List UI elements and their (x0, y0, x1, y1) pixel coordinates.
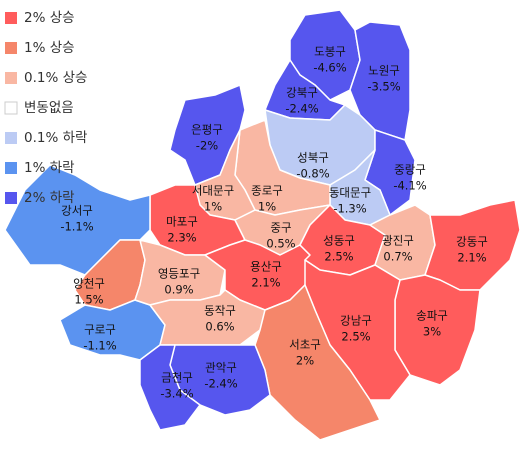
district-shape (139, 344, 201, 431)
district-name: 마포구 (166, 215, 198, 229)
district-shape (4, 164, 151, 276)
legend-swatch (5, 132, 17, 144)
district-value: 0.6% (205, 320, 234, 334)
district-value: -2% (196, 139, 218, 153)
district-value: 1% (204, 200, 222, 214)
legend-label: 2% 하락 (24, 190, 75, 206)
district-value: 1% (258, 200, 276, 214)
district-value: 0.9% (164, 283, 193, 297)
district-value: -4.6% (313, 61, 346, 75)
district-value: 2.5% (324, 250, 353, 264)
legend-label: 1% 상승 (24, 40, 75, 56)
district-value: -0.8% (296, 167, 329, 181)
district-name: 서대문구 (192, 184, 234, 198)
district-name: 동대문구 (329, 186, 371, 200)
district-name: 동작구 (204, 304, 236, 318)
legend-label: 2% 상승 (24, 10, 75, 26)
legend-label: 0.1% 하락 (24, 130, 87, 146)
legend-swatch (5, 72, 17, 84)
district-value: 0.7% (383, 250, 412, 264)
legend-swatch (5, 192, 17, 204)
legend-label: 변동없음 (24, 100, 74, 116)
district-value: 2.1% (251, 276, 280, 290)
district-name: 성북구 (297, 151, 329, 165)
district-value: 2.1% (457, 251, 486, 265)
district-name: 성동구 (323, 234, 355, 248)
district-value: -1.1% (83, 339, 116, 353)
district-value: -4.1% (393, 179, 426, 193)
district-value: 2.5% (341, 330, 370, 344)
district-value: -1.3% (333, 202, 366, 216)
district-labels: 도봉구 -4.6% 노원구 -3.5% 강북구 -2.4% 은평구 -2% 성북구 -0.8% 중랑… (60, 45, 488, 401)
district-name: 은평구 (191, 123, 223, 137)
legend-swatch (5, 12, 17, 24)
district-name: 송파구 (416, 309, 448, 323)
legend-label: 0.1% 상승 (24, 70, 87, 86)
legend-label: 1% 하락 (24, 160, 75, 176)
district-name: 관악구 (205, 361, 237, 375)
district-name: 강북구 (286, 86, 318, 100)
district-name: 광진구 (382, 234, 414, 248)
district-value: -3.4% (160, 387, 193, 401)
district-name: 중구 (270, 221, 291, 235)
district-value: 2.3% (167, 231, 196, 245)
district-name: 도봉구 (314, 45, 346, 59)
district-name: 강서구 (61, 204, 93, 218)
district-shape (424, 199, 521, 291)
district-value: -2.4% (285, 102, 318, 116)
district-name: 금천구 (161, 371, 193, 385)
district-value: -3.5% (367, 80, 400, 94)
district-name: 용산구 (250, 260, 282, 274)
district-value: 1.5% (74, 293, 103, 307)
districts (4, 9, 521, 441)
district-value: -2.4% (204, 377, 237, 391)
district-name: 양천구 (73, 277, 105, 291)
district-name: 영등포구 (158, 267, 200, 281)
district-name: 서초구 (289, 338, 321, 352)
district-name: 강동구 (456, 235, 488, 249)
district-name: 중랑구 (394, 163, 426, 177)
district-value: 2% (296, 354, 314, 368)
district-name: 강남구 (340, 314, 372, 328)
district-value: 0.5% (266, 237, 295, 251)
district-name: 노원구 (368, 64, 400, 78)
district-name: 종로구 (251, 184, 283, 198)
district-value: 3% (423, 325, 441, 339)
legend-swatch (5, 162, 17, 174)
legend-swatch (4, 101, 18, 115)
legend-swatch (5, 42, 17, 54)
district-value: -1.1% (60, 220, 93, 234)
district-name: 구로구 (84, 323, 116, 337)
